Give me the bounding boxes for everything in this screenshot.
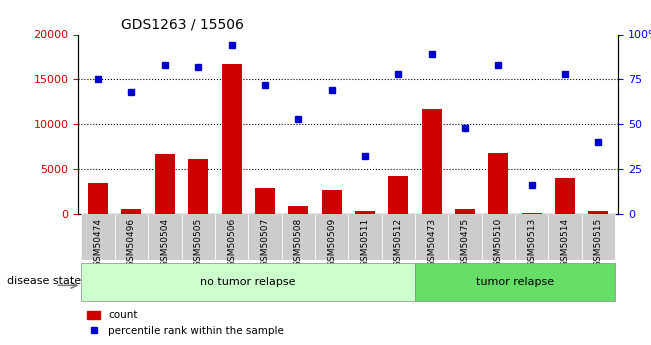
Text: GSM50507: GSM50507 bbox=[260, 218, 270, 267]
Bar bbox=[488, 153, 508, 214]
Text: GSM50510: GSM50510 bbox=[494, 218, 503, 267]
Bar bbox=[555, 178, 575, 214]
Bar bbox=[155, 154, 175, 214]
FancyBboxPatch shape bbox=[315, 214, 348, 260]
FancyBboxPatch shape bbox=[348, 214, 381, 260]
FancyBboxPatch shape bbox=[482, 214, 515, 260]
Text: GSM50505: GSM50505 bbox=[194, 218, 202, 267]
FancyBboxPatch shape bbox=[81, 214, 115, 260]
FancyBboxPatch shape bbox=[449, 214, 482, 260]
Text: GDS1263 / 15506: GDS1263 / 15506 bbox=[121, 18, 244, 32]
Text: GSM50473: GSM50473 bbox=[427, 218, 436, 267]
Text: no tumor relapse: no tumor relapse bbox=[201, 277, 296, 287]
FancyBboxPatch shape bbox=[248, 214, 282, 260]
Bar bbox=[422, 109, 441, 214]
FancyBboxPatch shape bbox=[415, 214, 449, 260]
Text: GSM50496: GSM50496 bbox=[127, 218, 136, 267]
Text: GSM50504: GSM50504 bbox=[160, 218, 169, 267]
FancyBboxPatch shape bbox=[148, 214, 182, 260]
Text: GSM50475: GSM50475 bbox=[460, 218, 469, 267]
Legend: count, percentile rank within the sample: count, percentile rank within the sample bbox=[83, 306, 288, 340]
Bar bbox=[355, 211, 375, 214]
Text: GSM50515: GSM50515 bbox=[594, 218, 603, 267]
Bar bbox=[122, 208, 141, 214]
Text: GSM50509: GSM50509 bbox=[327, 218, 336, 267]
FancyBboxPatch shape bbox=[215, 214, 248, 260]
FancyBboxPatch shape bbox=[515, 214, 548, 260]
FancyBboxPatch shape bbox=[81, 263, 415, 302]
Bar bbox=[255, 188, 275, 214]
Text: GSM50474: GSM50474 bbox=[94, 218, 103, 267]
Bar bbox=[221, 64, 242, 214]
Text: disease state: disease state bbox=[7, 276, 81, 286]
Bar bbox=[589, 211, 609, 214]
Bar bbox=[521, 213, 542, 214]
FancyBboxPatch shape bbox=[115, 214, 148, 260]
Bar bbox=[322, 190, 342, 214]
Bar bbox=[188, 159, 208, 214]
Text: tumor relapse: tumor relapse bbox=[476, 277, 554, 287]
FancyBboxPatch shape bbox=[548, 214, 582, 260]
FancyBboxPatch shape bbox=[182, 214, 215, 260]
Text: GSM50514: GSM50514 bbox=[561, 218, 570, 267]
Bar bbox=[455, 208, 475, 214]
FancyBboxPatch shape bbox=[282, 214, 315, 260]
FancyBboxPatch shape bbox=[582, 214, 615, 260]
Bar bbox=[388, 176, 408, 214]
Text: GSM50508: GSM50508 bbox=[294, 218, 303, 267]
Text: GSM50512: GSM50512 bbox=[394, 218, 403, 267]
Bar bbox=[288, 206, 309, 214]
Text: GSM50511: GSM50511 bbox=[361, 218, 370, 267]
FancyBboxPatch shape bbox=[381, 214, 415, 260]
Bar bbox=[88, 184, 108, 214]
FancyBboxPatch shape bbox=[415, 263, 615, 302]
Text: GSM50513: GSM50513 bbox=[527, 218, 536, 267]
Text: GSM50506: GSM50506 bbox=[227, 218, 236, 267]
